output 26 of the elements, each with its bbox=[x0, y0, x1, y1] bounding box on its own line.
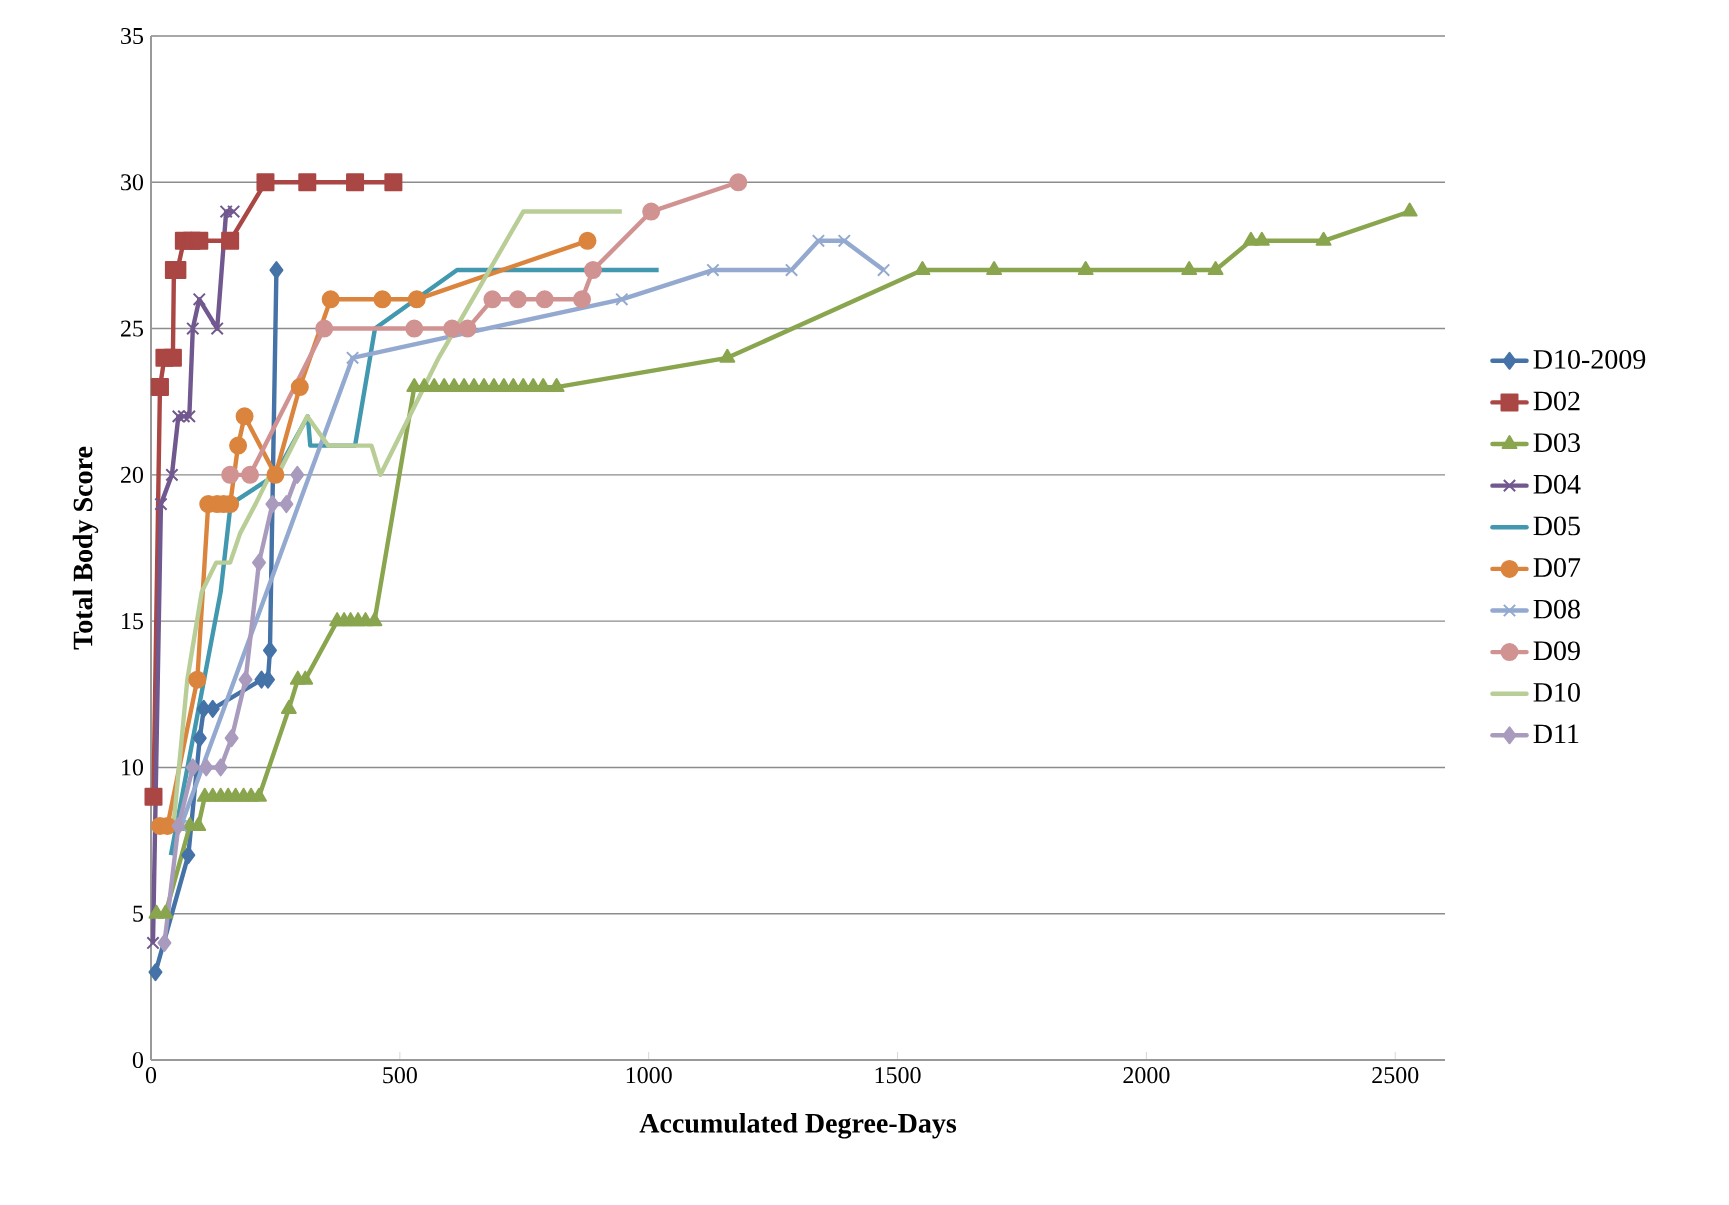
y-tick-label: 10 bbox=[122, 759, 144, 776]
y-tick-label: 5 bbox=[133, 905, 144, 922]
y-tick-label: 20 bbox=[121, 466, 144, 483]
legend-label: D04 bbox=[1533, 474, 1581, 494]
x-tick-label: 0 bbox=[145, 1067, 157, 1084]
x-tick-label: 1000 bbox=[626, 1067, 672, 1084]
y-tick-label: 35 bbox=[121, 27, 144, 45]
x-tick-label: 1500 bbox=[875, 1067, 921, 1084]
legend-label: D02 bbox=[1533, 391, 1580, 411]
legend-label: D10-2009 bbox=[1533, 349, 1646, 369]
legend-label: D10 bbox=[1533, 682, 1580, 702]
legend-label: D09 bbox=[1533, 641, 1580, 661]
x-tick-label: 500 bbox=[383, 1067, 417, 1084]
legend-label: D11 bbox=[1533, 724, 1579, 744]
y-tick-label: 30 bbox=[121, 174, 144, 191]
x-tick-label: 2000 bbox=[1123, 1067, 1170, 1084]
y-tick-label: 15 bbox=[122, 613, 144, 630]
legend-label: D03 bbox=[1533, 433, 1580, 453]
y-tick-label: 25 bbox=[121, 320, 144, 337]
y-axis-title: Total Body Score bbox=[72, 446, 99, 650]
legend-label: D08 bbox=[1533, 599, 1580, 619]
y-tick-label: 0 bbox=[132, 1051, 144, 1069]
x-tick-label: 2500 bbox=[1372, 1067, 1419, 1084]
legend-label: D07 bbox=[1533, 558, 1581, 577]
x-axis-title: Accumulated Degree-Days bbox=[639, 1112, 957, 1139]
legend-label: D05 bbox=[1533, 516, 1580, 536]
